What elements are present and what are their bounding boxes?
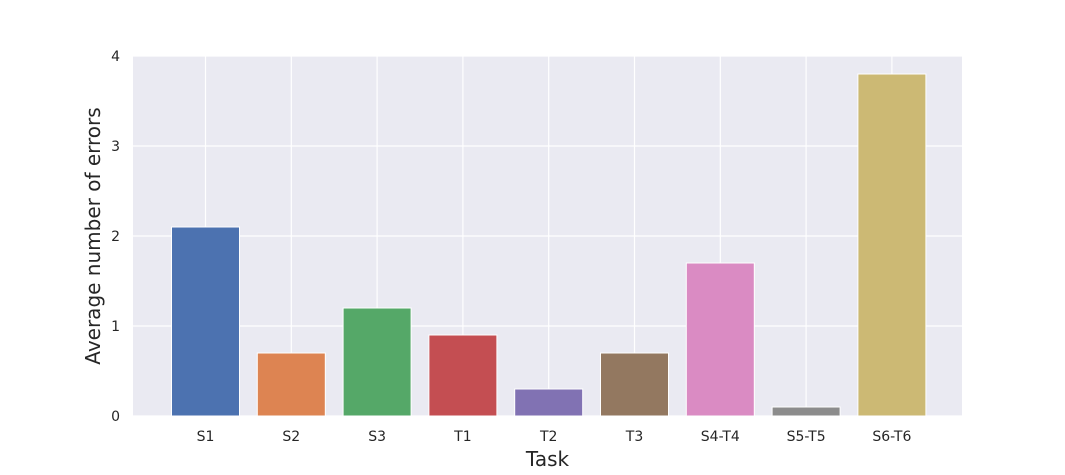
bar-s2	[256, 352, 326, 417]
x-axis-label: Task	[525, 447, 570, 471]
x-tick-label: S2	[282, 429, 300, 445]
x-tick-label: S6-T6	[872, 429, 911, 445]
bar-s3	[342, 307, 412, 417]
bars	[171, 73, 927, 417]
x-tick-labels: S1 S2 S3 T1 T2 T3 S4-T4 S5-T5 S6-T6	[197, 429, 912, 445]
y-tick-label: 0	[111, 409, 120, 425]
bar-s6-t6	[857, 73, 927, 417]
bar-t3	[600, 352, 669, 417]
y-tick-label: 2	[111, 229, 120, 245]
x-tick-label: S4-T4	[701, 429, 740, 445]
x-tick-label: T2	[539, 429, 557, 445]
y-tick-label: 3	[111, 139, 120, 155]
y-axis-label: Average number of errors	[81, 107, 105, 364]
x-tick-label: T3	[625, 429, 643, 445]
x-tick-label: S3	[368, 429, 386, 445]
y-tick-labels: 0 1 2 3 4	[111, 49, 120, 425]
x-tick-label: S1	[197, 429, 215, 445]
bar-t2	[514, 388, 584, 417]
bar-s1	[171, 226, 240, 417]
y-tick-label: 4	[111, 49, 120, 65]
y-tick-label: 1	[111, 319, 120, 335]
x-tick-label: T1	[453, 429, 471, 445]
bar-t1	[428, 334, 498, 417]
bar-s4-t4	[685, 262, 755, 417]
x-tick-label: S5-T5	[787, 429, 826, 445]
bar-s5-t5	[771, 406, 841, 417]
